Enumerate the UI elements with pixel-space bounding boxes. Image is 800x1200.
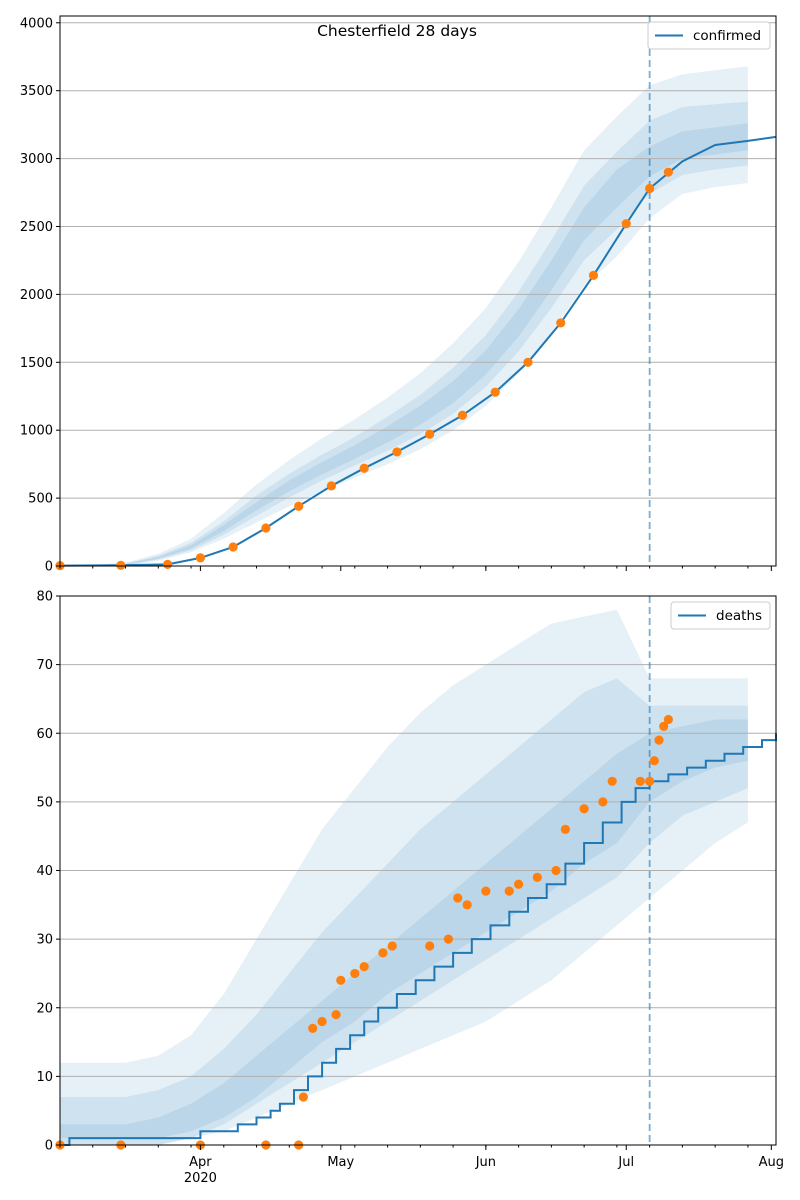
observed-point [331,1010,341,1020]
x-tick-label: Jun [475,1155,496,1170]
observed-point [392,447,402,457]
observed-point [298,1092,308,1102]
uncertainty-band-3 [60,719,748,1139]
x-year-label: 2020 [184,1171,217,1186]
y-tick-label: 80 [36,590,53,605]
observed-point [532,872,542,882]
observed-point [663,167,673,177]
y-tick-label: 2500 [20,220,53,235]
plot-frame [59,15,777,567]
legend-label-deaths: deaths [716,608,762,624]
observed-point [317,1016,327,1027]
y-tick-label: 1500 [20,356,53,371]
confirmed-series [55,16,777,571]
deaths-legend: deaths [670,601,771,630]
y-tick-label: 3500 [20,84,53,99]
observed-point [598,797,608,807]
deaths-series [55,596,777,1150]
y-tick-label: 60 [36,727,53,742]
observed-point [588,270,599,280]
observed-point [462,900,472,910]
uncertainty-band-1 [60,66,748,566]
observed-point [387,941,397,951]
observed-point [621,219,631,229]
series-line-deaths [60,733,777,1146]
observed-point [294,501,304,511]
observed-point [514,879,524,889]
observed-point [556,318,566,328]
chart-title: Chesterfield 28 days [317,22,477,40]
observed-point [649,756,659,766]
y-tick-label: 4000 [20,16,53,31]
observed-point [425,941,435,951]
observed-point [453,893,463,903]
observed-point [645,776,655,786]
observed-point [308,1023,318,1033]
observed-point [336,975,346,985]
observed-point [443,934,454,944]
observed-point [635,776,645,786]
y-tick-label: 0 [45,1139,53,1154]
observed-point [523,357,533,367]
observed-point [457,410,468,420]
uncertainty-band-2 [60,101,748,566]
observed-point [607,776,617,786]
observed-point [481,886,491,896]
y-tick-label: 50 [36,795,53,810]
confirmed-panel: 0 500 1000 1500 2000 2500 3000 3500 4000 Chester… [20,15,777,575]
uncertainty-band-2 [60,678,748,1145]
observed-point [490,387,500,397]
x-tick-label: Aug [759,1155,784,1170]
observed-point [228,542,238,552]
y-tick-label: 2000 [20,288,53,303]
x-tick-label: May [327,1155,354,1170]
observed-point [261,523,271,533]
confirmed-axes: 0 500 1000 1500 2000 2500 3000 3500 4000 [20,15,777,575]
observed-point [359,463,369,473]
y-tick-label: 1000 [20,424,53,439]
observed-point [378,948,388,958]
plot-frame [59,595,777,1146]
observed-point [654,735,664,745]
observed-point [116,560,126,570]
y-tick-label: 70 [36,658,53,673]
y-tick-label: 40 [36,864,53,879]
y-tick-label: 0 [45,560,53,575]
legend-box [647,21,771,50]
y-tick-label: 20 [36,1001,53,1016]
observed-point [359,961,369,972]
y-tick-label: 10 [36,1070,53,1085]
observed-point [645,183,655,194]
legend-box [670,601,771,630]
x-tick-label: Jul [617,1155,634,1170]
observed-point [195,553,205,563]
observed-point [579,804,589,814]
uncertainty-band-1 [60,609,748,1145]
observed-point [551,865,561,876]
y-tick-label: 500 [28,492,53,507]
y-tick-label: 3000 [20,152,53,167]
x-tick-label: Apr [189,1155,212,1170]
deaths-bands [60,609,748,1145]
observed-point [326,481,337,491]
observed-point [163,559,173,569]
confirmed-legend: confirmed [647,21,771,50]
confirmed-bands [60,66,748,566]
y-tick-label: 30 [36,933,53,948]
legend-label-confirmed: confirmed [693,28,761,44]
observed-point [504,886,514,896]
observed-point [350,968,360,979]
uncertainty-band-3 [60,123,748,566]
observed-point [659,721,669,731]
observed-point [560,824,571,834]
observed-point [663,714,673,725]
observed-point [425,429,435,439]
